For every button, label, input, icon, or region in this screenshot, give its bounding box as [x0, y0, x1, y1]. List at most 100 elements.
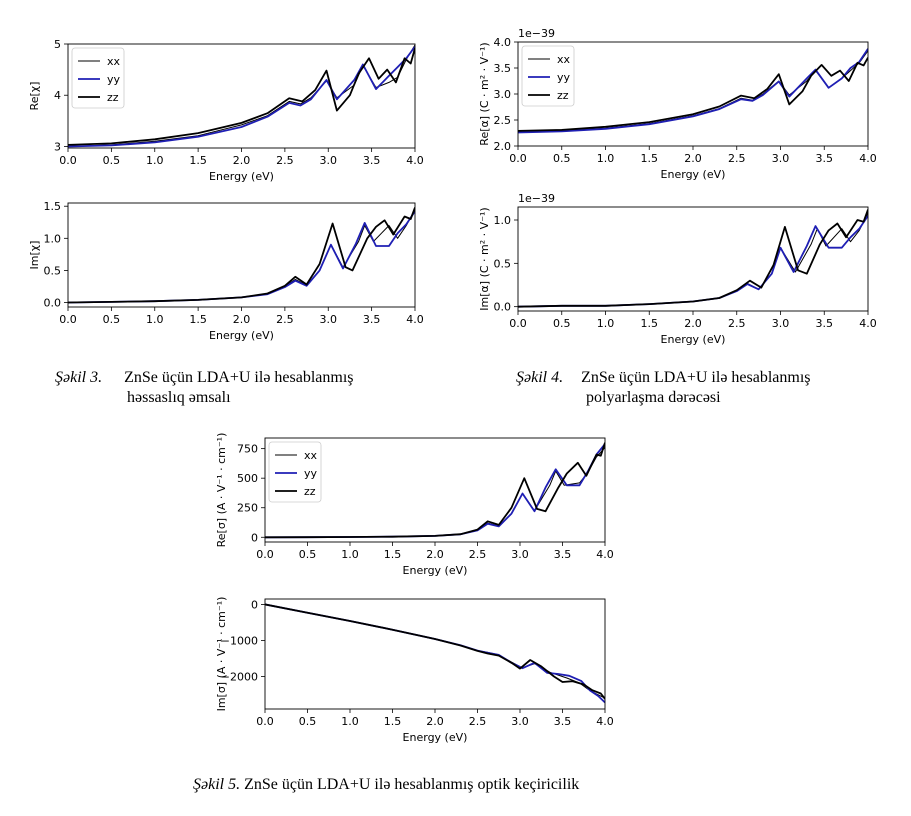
legend-label-zz: zz [304, 485, 316, 498]
series-line-yy [265, 603, 605, 704]
y-tick-label: 1.0 [494, 214, 512, 227]
legend-box [71, 47, 125, 109]
x-tick-label: 1.0 [146, 313, 164, 326]
series-line-zz [518, 209, 868, 308]
legend-label-xx: xx [304, 449, 318, 462]
y-tick-label: 3.0 [494, 88, 512, 101]
x-tick-label: 3.0 [511, 548, 529, 561]
x-tick-label: 1.0 [597, 317, 615, 330]
axis-offset-text: 1e−39 [518, 192, 555, 205]
axis-offset-text: 1e−39 [518, 27, 555, 40]
caption-fig5-text: ZnSe üçün LDA+U ilə hesablanmış optik ke… [244, 776, 580, 793]
caption-fig3-line2: həssaslıq əmsalı [127, 389, 231, 406]
x-tick-label: 2.0 [426, 548, 444, 561]
x-tick-label: 2.5 [728, 317, 746, 330]
x-tick-label: 0.0 [256, 548, 274, 561]
y-tick-label: 4.0 [494, 36, 512, 49]
x-tick-label: 3.5 [363, 154, 381, 167]
legend-label-xx: xx [557, 53, 571, 66]
y-tick-label: 750 [237, 443, 258, 456]
x-tick-label: 0.0 [509, 152, 527, 165]
y-axis-label: Re[σ] (A · V⁻¹ · cm⁻¹) [215, 433, 228, 548]
legend-label-yy: yy [557, 71, 571, 84]
x-tick-label: 0.0 [256, 715, 274, 728]
chart-re_alpha: 0.0 0.5 1.0 1.5 2.0 2.5 3.0 3.5 4.0 2.0 2.5 3.0 3.5 4… [478, 27, 877, 181]
caption-fig4-line1: ZnSe üçün LDA+U ilə hesablanmış [581, 369, 811, 386]
y-tick-label: 0.0 [44, 297, 62, 310]
y-axis-label: Re[α] (C · m² · V⁻¹) [478, 42, 491, 145]
y-tick-label: 500 [237, 472, 258, 485]
x-tick-label: 0.0 [509, 317, 527, 330]
chart-im_alpha: 0.0 0.5 1.0 1.5 2.0 2.5 3.0 3.5 4.0 0.0 0.5 1.0 Ener… [478, 192, 877, 346]
x-tick-label: 3.0 [772, 152, 790, 165]
x-tick-label: 2.0 [233, 154, 251, 167]
x-tick-label: 0.0 [59, 313, 77, 326]
x-tick-label: 1.5 [384, 548, 402, 561]
x-tick-label: 1.0 [597, 152, 615, 165]
y-tick-label: −1000 [221, 634, 258, 647]
chart-im_sigma: 0.0 0.5 1.0 1.5 2.0 2.5 3.0 3.5 4.0 0 −1000 −2000 En… [215, 597, 614, 744]
x-tick-label: 1.5 [641, 317, 659, 330]
x-tick-label: 0.0 [59, 154, 77, 167]
plot-frame [67, 202, 416, 308]
legend-label-yy: yy [304, 467, 318, 480]
y-tick-label: 3.5 [494, 62, 512, 75]
caption-fig4: Şəkil 4. ZnSe üçün LDA+U ilə hesablanmış [516, 368, 811, 388]
x-tick-label: 1.5 [189, 313, 207, 326]
x-tick-label: 2.5 [276, 313, 294, 326]
x-tick-label: 3.0 [320, 313, 338, 326]
legend-label-zz: zz [557, 89, 569, 102]
x-tick-label: 2.0 [426, 715, 444, 728]
y-tick-label: 2.0 [494, 140, 512, 153]
plot-frame [264, 598, 606, 710]
chart-im_chi: 0.0 0.5 1.0 1.5 2.0 2.5 3.0 3.5 4.00.00.51.01.5E… [28, 200, 424, 342]
x-tick-label: 1.5 [189, 154, 207, 167]
x-tick-label: 4.0 [596, 715, 614, 728]
series-line-yy [518, 48, 868, 134]
x-tick-label: 1.0 [341, 548, 359, 561]
x-tick-label: 0.5 [299, 548, 317, 561]
caption-fig3-label: Şəkil 3. [55, 369, 103, 386]
chart-re_sigma: 0.0 0.5 1.0 1.5 2.0 2.5 3.0 3.5 4.0 0 250 500 750 Ene… [215, 433, 614, 577]
series-line-yy [518, 215, 868, 308]
x-tick-label: 0.5 [103, 154, 121, 167]
y-tick-label: 2.5 [494, 114, 512, 127]
x-tick-label: 0.5 [553, 317, 571, 330]
x-tick-label: 4.0 [859, 317, 877, 330]
series-line-zz [518, 57, 868, 132]
series-line-xx [265, 603, 605, 699]
y-tick-label: 4 [54, 89, 61, 102]
y-axis-label: Im[α] (C · m² · V⁻¹) [478, 207, 491, 310]
x-tick-label: 3.0 [772, 317, 790, 330]
x-tick-label: 2.5 [469, 715, 487, 728]
y-axis-label: Im[σ] (A · V⁻¹ · cm⁻¹) [215, 597, 228, 712]
x-tick-label: 1.0 [146, 154, 164, 167]
x-tick-label: 3.5 [816, 317, 834, 330]
x-axis-label: Energy (eV) [661, 168, 726, 181]
x-tick-label: 3.5 [363, 313, 381, 326]
caption-fig4-label: Şəkil 4. [516, 369, 564, 386]
y-tick-label: 250 [237, 502, 258, 515]
y-tick-label: 3 [54, 140, 61, 153]
legend-label-zz: zz [107, 91, 119, 104]
series-line-zz [265, 442, 605, 539]
caption-fig4-line2: polyarlaşma dərəcəsi [586, 389, 721, 406]
y-tick-label: 5 [54, 38, 61, 51]
x-tick-label: 2.0 [233, 313, 251, 326]
x-tick-label: 2.5 [469, 548, 487, 561]
x-tick-label: 3.0 [511, 715, 529, 728]
y-axis-label: Im[χ] [28, 241, 41, 270]
series-line-yy [68, 210, 415, 304]
caption-fig3: Şəkil 3. ZnSe üçün LDA+U ilə hesablanmış [55, 368, 354, 388]
x-tick-label: 3.5 [554, 548, 572, 561]
x-tick-label: 2.5 [276, 154, 294, 167]
x-axis-label: Energy (eV) [209, 329, 274, 342]
legend-box [521, 45, 575, 107]
x-tick-label: 0.5 [103, 313, 121, 326]
x-tick-label: 3.0 [320, 154, 338, 167]
legend-box [268, 441, 322, 503]
x-tick-label: 0.5 [299, 715, 317, 728]
x-tick-label: 1.5 [641, 152, 659, 165]
y-tick-label: 1.5 [44, 200, 62, 213]
